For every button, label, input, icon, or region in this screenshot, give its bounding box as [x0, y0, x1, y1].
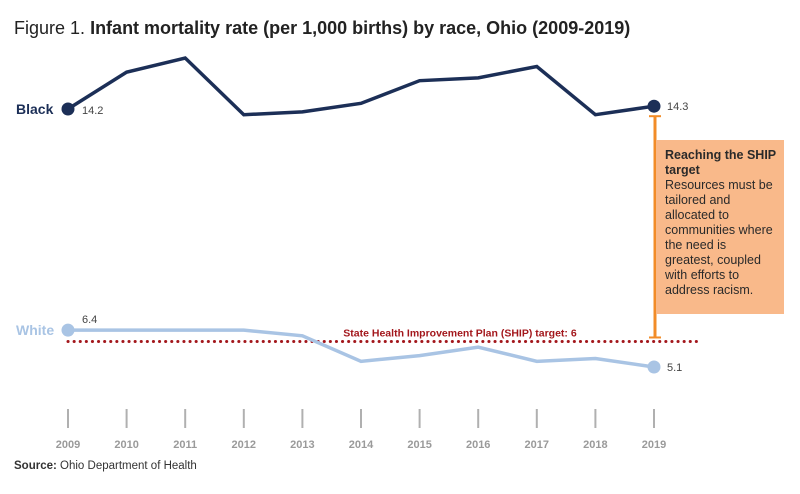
figure-number: Figure 1.	[14, 18, 86, 38]
point-black-2009	[61, 102, 75, 116]
series-line-black	[67, 56, 655, 117]
ship-target-callout: Reaching the SHIP target Resources must …	[656, 140, 784, 314]
point-black-2019	[647, 99, 661, 113]
value-label-black-start: 14.2	[82, 105, 103, 117]
x-tick-label-2016: 2016	[466, 439, 490, 451]
value-label-black-end: 14.3	[667, 101, 688, 113]
point-white-2019	[647, 360, 661, 374]
source-note: Source: Ohio Department of Health	[14, 460, 197, 472]
value-label-white-start: 6.4	[82, 314, 97, 326]
x-tick-label-2015: 2015	[407, 439, 431, 451]
x-axis-ticks	[67, 409, 655, 428]
chart-title: Figure 1. Infant mortality rate (per 1,0…	[14, 18, 630, 39]
series-endpoints	[61, 99, 661, 374]
series-name-black: Black	[16, 101, 54, 117]
x-tick-label-2011: 2011	[173, 439, 197, 451]
value-label-white-end: 5.1	[667, 362, 682, 374]
series-name-white: White	[16, 322, 54, 338]
x-tick-label-2012: 2012	[232, 439, 256, 451]
x-tick-label-2010: 2010	[114, 439, 138, 451]
x-tick-label-2017: 2017	[525, 439, 549, 451]
ship-target-line: State Health Improvement Plan (SHIP) tar…	[66, 327, 701, 343]
x-axis-labels: 2009 2010 2011 2012 2013 2014 2015 2016 2017 2018…	[56, 439, 666, 451]
ship-gap-bracket	[649, 115, 661, 339]
source-label: Source:	[14, 460, 57, 472]
x-tick-label-2013: 2013	[290, 439, 314, 451]
x-tick-label-2018: 2018	[583, 439, 607, 451]
callout-body: Resources must be tailored and allocated…	[665, 178, 773, 297]
series-line-white	[68, 328, 655, 369]
value-labels: Black White 14.2 14.3 6.4 5.1	[16, 101, 688, 374]
figure-title: Infant mortality rate (per 1,000 births)…	[90, 18, 631, 38]
source-text: Ohio Department of Health	[60, 460, 197, 472]
callout-heading: Reaching the SHIP target	[665, 148, 776, 177]
line-chart: 2009 2010 2011 2012 2013 2014 2015 2016 2017 2018…	[16, 56, 701, 451]
ship-target-label: State Health Improvement Plan (SHIP) tar…	[343, 327, 577, 339]
x-tick-label-2009: 2009	[56, 439, 80, 451]
x-tick-label-2019: 2019	[642, 439, 666, 451]
point-white-2009	[61, 323, 75, 337]
x-tick-label-2014: 2014	[349, 439, 374, 451]
series-lines	[67, 56, 655, 369]
